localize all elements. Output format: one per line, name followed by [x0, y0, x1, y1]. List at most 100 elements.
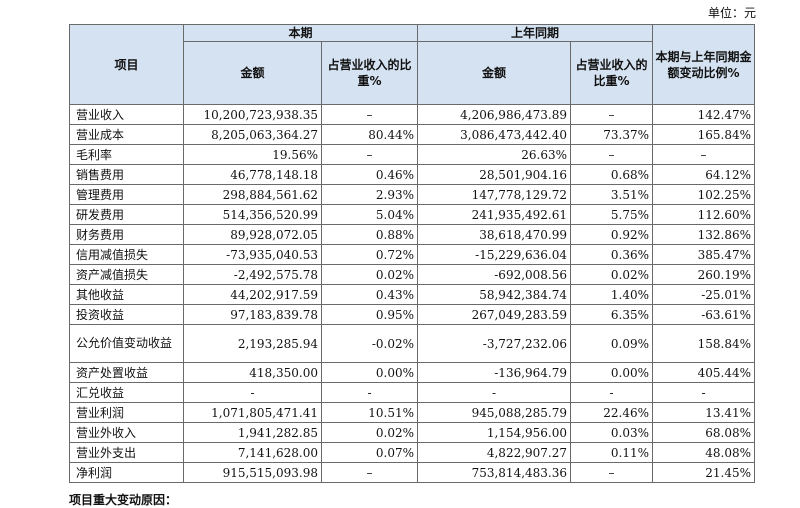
current-amount-cell: -73,935,040.53	[183, 244, 322, 265]
change-cell: -25.01%	[652, 284, 756, 305]
table-row: 公允价值变动收益 2,193,285.94 -0.02% -3,727,232.06 0…	[69, 324, 756, 363]
prior-ratio-cell: 0.92%	[570, 224, 654, 245]
row-label: 营业外收入	[69, 422, 184, 443]
table-row: 研发费用 514,356,520.99 5.04% 241,935,492.61 5.7…	[69, 204, 756, 225]
row-label: 营业成本	[69, 124, 184, 145]
current-ratio-cell: 5.04%	[320, 204, 419, 225]
change-cell: 260.19%	[652, 264, 756, 285]
current-amount-cell: 514,356,520.99	[183, 204, 322, 225]
income-statement-table: 项目 本期 上年同期 本期与上年同期金额变动比例% 金额 占营业收入的比重% 金…	[69, 24, 756, 483]
table-row: 投资收益 97,183,839.78 0.95% 267,049,283.59 6.35…	[69, 304, 756, 325]
prior-ratio-cell: 0.03%	[570, 422, 654, 443]
header-item: 项目	[69, 24, 184, 105]
current-amount-cell: 44,202,917.59	[183, 284, 322, 305]
change-cell: 68.08%	[652, 422, 756, 443]
prior-amount-cell: -692,008.56	[417, 264, 572, 285]
prior-amount-cell: -15,229,636.04	[417, 244, 572, 265]
current-ratio-cell: 0.43%	[320, 284, 419, 305]
current-ratio-cell: –	[320, 462, 419, 483]
current-amount-cell: 7,141,628.00	[183, 442, 322, 463]
row-label: 其他收益	[69, 284, 184, 305]
prior-amount-cell: -3,727,232.06	[417, 324, 572, 363]
prior-amount-cell: 28,501,904.16	[417, 164, 572, 185]
row-label: 资产处置收益	[69, 362, 184, 383]
current-ratio-cell: 0.88%	[320, 224, 419, 245]
prior-amount-cell: 26.63%	[417, 144, 572, 165]
current-ratio-cell: –	[320, 144, 419, 165]
change-cell: 132.86%	[652, 224, 756, 245]
current-amount-cell: 298,884,561.62	[183, 184, 322, 205]
current-ratio-cell: –	[320, 104, 419, 125]
header-current-amount: 金额	[183, 41, 322, 105]
table-row: 管理费用 298,884,561.62 2.93% 147,778,129.72 3.5…	[69, 184, 756, 205]
table-row: 营业外收入 1,941,282.85 0.02% 1,154,956.00 0.03% 6…	[69, 422, 756, 443]
current-ratio-cell: 0.72%	[320, 244, 419, 265]
prior-amount-cell: -136,964.79	[417, 362, 572, 383]
current-ratio-cell: 80.44%	[320, 124, 419, 145]
current-amount-cell: 97,183,839.78	[183, 304, 322, 325]
current-amount-cell: 1,941,282.85	[183, 422, 322, 443]
current-amount-cell: 915,515,093.98	[183, 462, 322, 483]
prior-amount-cell: 3,086,473,442.40	[417, 124, 572, 145]
current-amount-cell: 8,205,063,364.27	[183, 124, 322, 145]
change-cell: 21.45%	[652, 462, 756, 483]
unit-label: 单位：元	[707, 6, 756, 20]
table-row: 销售费用 46,778,148.18 0.46% 28,501,904.16 0.68%…	[69, 164, 756, 185]
row-label: 营业外支出	[69, 442, 184, 463]
row-label: 公允价值变动收益	[69, 324, 184, 363]
current-amount-cell: -2,492,575.78	[183, 264, 322, 285]
current-ratio-cell: 0.02%	[320, 422, 419, 443]
header-current-ratio: 占营业收入的比重%	[320, 41, 419, 105]
table-row: 汇兑收益 - - - - -	[69, 382, 756, 403]
prior-amount-cell: 267,049,283.59	[417, 304, 572, 325]
prior-ratio-cell: –	[570, 462, 654, 483]
prior-amount-cell: 4,822,907.27	[417, 442, 572, 463]
row-label: 投资收益	[69, 304, 184, 325]
current-ratio-cell: 0.00%	[320, 362, 419, 383]
income-statement-table-wrapper: 项目 本期 上年同期 本期与上年同期金额变动比例% 金额 占营业收入的比重% 金…	[69, 24, 756, 483]
header-change: 本期与上年同期金额变动比例%	[652, 24, 756, 105]
change-cell: 142.47%	[652, 104, 756, 125]
current-ratio-cell: 2.93%	[320, 184, 419, 205]
current-amount-cell: 2,193,285.94	[183, 324, 322, 363]
row-label: 管理费用	[69, 184, 184, 205]
current-amount-cell: 19.56%	[183, 144, 322, 165]
current-ratio-cell: 0.46%	[320, 164, 419, 185]
row-label: 研发费用	[69, 204, 184, 225]
table-row: 资产减值损失 -2,492,575.78 0.02% -692,008.56 0.02%…	[69, 264, 756, 285]
table-row: 其他收益 44,202,917.59 0.43% 58,942,384.74 1.40%…	[69, 284, 756, 305]
prior-ratio-cell: –	[570, 144, 654, 165]
table-row: 信用减值损失 -73,935,040.53 0.72% -15,229,636.04 0…	[69, 244, 756, 265]
prior-ratio-cell: 0.00%	[570, 362, 654, 383]
table-header: 项目 本期 上年同期 本期与上年同期金额变动比例% 金额 占营业收入的比重% 金…	[69, 24, 756, 105]
row-label: 财务费用	[69, 224, 184, 245]
change-cell: 158.84%	[652, 324, 756, 363]
table-row: 营业成本 8,205,063,364.27 80.44% 3,086,473,442.…	[69, 124, 756, 145]
change-cell: 48.08%	[652, 442, 756, 463]
current-ratio-cell: -	[320, 382, 419, 403]
current-ratio-cell: 0.07%	[320, 442, 419, 463]
current-amount-cell: 89,928,072.05	[183, 224, 322, 245]
prior-amount-cell: -	[417, 382, 572, 403]
prior-ratio-cell: 1.40%	[570, 284, 654, 305]
row-label: 信用减值损失	[69, 244, 184, 265]
prior-amount-cell: 4,206,986,473.89	[417, 104, 572, 125]
row-label: 销售费用	[69, 164, 184, 185]
current-ratio-cell: 0.02%	[320, 264, 419, 285]
change-cell: –	[652, 144, 756, 165]
change-cell: 102.25%	[652, 184, 756, 205]
table-row: 营业收入 10,200,723,938.35–4,206,986,473.89–1…	[69, 104, 756, 125]
current-amount-cell: 1,071,805,471.41	[183, 402, 322, 423]
current-ratio-cell: 10.51%	[320, 402, 419, 423]
header-prior-amount: 金额	[417, 41, 572, 105]
prior-amount-cell: 1,154,956.00	[417, 422, 572, 443]
prior-ratio-cell: 3.51%	[570, 184, 654, 205]
current-amount-cell: -	[183, 382, 322, 403]
change-cell: 112.60%	[652, 204, 756, 225]
header-prior-period: 上年同期	[417, 24, 654, 42]
prior-ratio-cell: 22.46%	[570, 402, 654, 423]
prior-ratio-cell: 0.36%	[570, 244, 654, 265]
current-ratio-cell: 0.95%	[320, 304, 419, 325]
prior-amount-cell: 147,778,129.72	[417, 184, 572, 205]
prior-ratio-cell: 0.11%	[570, 442, 654, 463]
